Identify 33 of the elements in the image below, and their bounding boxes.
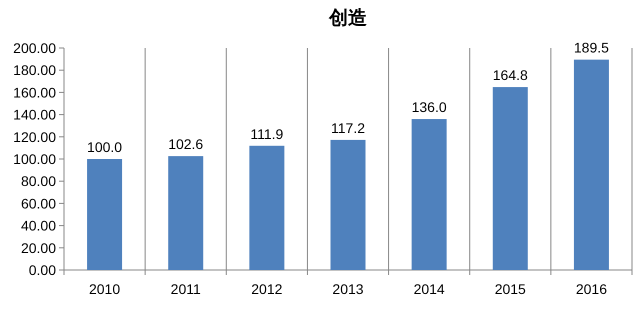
x-tick-label: 2010 [88, 281, 120, 297]
bar [168, 156, 204, 270]
data-label: 164.8 [492, 67, 528, 84]
y-tick-label: 160.00 [13, 84, 56, 100]
data-label: 136.0 [412, 99, 447, 116]
data-label: 189.5 [574, 40, 610, 56]
bar [492, 87, 528, 270]
x-tick-label: 2015 [494, 281, 526, 297]
data-label: 111.9 [250, 126, 284, 142]
y-tick-label: 140.00 [13, 106, 56, 123]
data-label: 102.6 [168, 136, 204, 152]
y-tick-label: 80.00 [20, 173, 56, 190]
y-tick-label: 120.00 [13, 128, 56, 145]
x-tick-label: 2013 [332, 281, 364, 297]
y-tick-label: 180.00 [13, 62, 56, 78]
data-label: 100.0 [87, 139, 122, 155]
data-label: 117.2 [331, 120, 366, 136]
y-tick-label: 0.00 [28, 262, 56, 278]
bar [330, 140, 366, 270]
bar [574, 60, 609, 270]
bar [87, 159, 122, 270]
x-tick-label: 2016 [576, 281, 608, 297]
y-tick-label: 40.00 [20, 218, 56, 234]
y-tick-label: 100.00 [13, 151, 56, 167]
x-tick-label: 2011 [170, 281, 201, 297]
bar [249, 146, 284, 270]
chart-title: 创造 [328, 7, 368, 29]
x-tick-label: 2014 [414, 281, 445, 297]
y-tick-label: 200.00 [13, 40, 56, 56]
y-tick-label: 20.00 [20, 240, 56, 256]
y-tick-label: 60.00 [20, 195, 56, 212]
bar [412, 119, 447, 270]
x-tick-label: 2012 [251, 281, 283, 297]
